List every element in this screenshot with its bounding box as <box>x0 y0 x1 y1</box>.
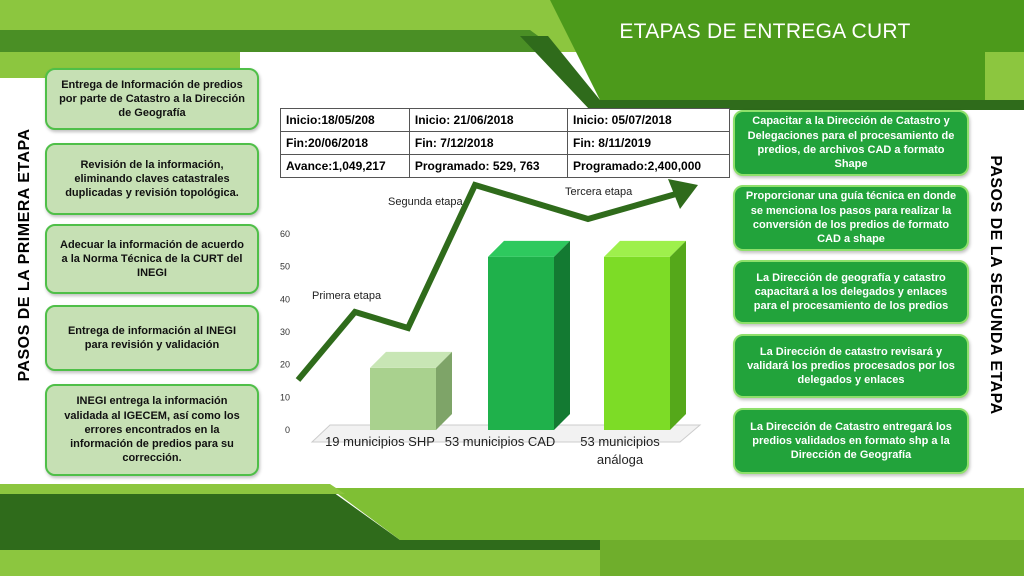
right-step-4: La Dirección de catastro revisará y vali… <box>733 334 969 398</box>
etapa-label-primera: Primera etapa <box>312 290 382 302</box>
bottom-decorative-band <box>0 484 1024 576</box>
left-step-3: Adecuar la información de acuerdo a la N… <box>45 224 259 294</box>
y-tick-label: 60 <box>280 229 290 239</box>
table-cell: Programado: 529, 763 <box>408 154 568 178</box>
y-tick-label: 0 <box>285 425 290 435</box>
table-cell: Programado:2,400,000 <box>566 154 731 178</box>
left-step-2: Revisión de la información, eliminando c… <box>45 143 259 215</box>
right-step-5: La Dirección de Catastro entregará los p… <box>733 408 969 474</box>
bar-side-face <box>554 240 570 430</box>
bar-top-face <box>604 240 686 257</box>
y-tick-label: 40 <box>280 294 290 304</box>
municipios-bar-chart: 0 10 20 30 40 50 60 <box>280 179 702 443</box>
right-step-1: Capacitar a la Dirección de Catastro y D… <box>733 110 969 176</box>
x-category-label: 19 municipios SHP <box>325 434 435 449</box>
left-step-5: INEGI entrega la información validada al… <box>45 384 259 476</box>
left-stage-heading: PASOS DE LA PRIMERA ETAPA <box>16 128 33 382</box>
etapa-label-tercera: Tercera etapa <box>565 186 633 198</box>
bar <box>488 256 554 430</box>
bar-top-face <box>370 351 452 368</box>
right-stage-heading: PASOS DE LA SEGUNDA ETAPA <box>987 155 1004 415</box>
table-cell: Fin: 7/12/2018 <box>408 131 568 155</box>
bar-top-face <box>488 240 570 257</box>
y-tick-label: 20 <box>280 360 290 370</box>
y-tick-label: 30 <box>280 327 290 337</box>
left-step-4: Entrega de información al INEGI para rev… <box>45 305 259 371</box>
y-tick-label: 10 <box>280 392 290 402</box>
bar <box>604 256 670 430</box>
trend-arrow-head-icon <box>668 179 698 209</box>
x-category-label: 53 municipios análoga <box>580 434 660 468</box>
table-cell: Avance:1,049,217 <box>280 154 410 178</box>
bar-side-face <box>670 240 686 430</box>
trend-arrow-line <box>295 181 691 382</box>
table-row: Avance:1,049,217 Programado: 529, 763 Pr… <box>280 154 731 178</box>
top-decorative-band <box>0 0 1024 110</box>
x-category-label: 53 municipios CAD <box>444 434 556 449</box>
bar-side-face <box>436 351 452 430</box>
y-tick-label: 50 <box>280 262 290 272</box>
table-cell: Inicio: 21/06/2018 <box>408 108 568 132</box>
table-cell: Fin: 8/11/2019 <box>566 131 731 155</box>
slide-title: ETAPAS DE ENTREGA CURT <box>619 20 911 43</box>
right-step-3: La Dirección de geografía y catastro cap… <box>733 260 969 324</box>
table-cell: Inicio: 05/07/2018 <box>566 108 731 132</box>
bar <box>370 367 436 430</box>
right-step-2: Proporcionar una guía técnica en donde s… <box>733 185 969 251</box>
etapa-label-segunda: Segunda etapa <box>388 196 463 208</box>
left-step-1: Entrega de Información de predios por pa… <box>45 68 259 130</box>
table-row: Fin:20/06/2018 Fin: 7/12/2018 Fin: 8/11/… <box>280 131 731 155</box>
stage-dates-table: Inicio:18/05/208 Inicio: 21/06/2018 Inic… <box>280 108 731 178</box>
table-cell: Inicio:18/05/208 <box>280 108 410 132</box>
table-cell: Fin:20/06/2018 <box>280 131 410 155</box>
table-row: Inicio:18/05/208 Inicio: 21/06/2018 Inic… <box>280 108 731 132</box>
